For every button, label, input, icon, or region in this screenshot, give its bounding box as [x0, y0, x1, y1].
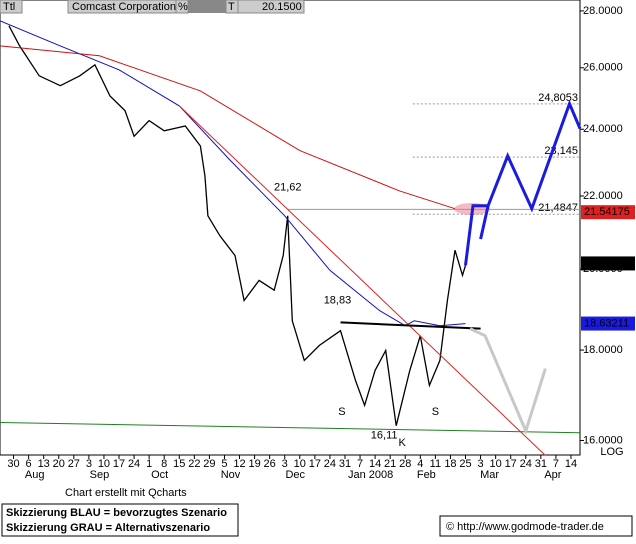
y-tick-label: 28.0000	[583, 5, 623, 17]
company-name: Comcast Corporation	[72, 1, 176, 13]
x-tick-label: 13	[38, 458, 50, 470]
series-line	[469, 327, 547, 436]
price-box	[581, 316, 635, 331]
series-line	[479, 205, 490, 240]
x-tick-label: 27	[68, 458, 80, 470]
x-tick-label: 14	[565, 458, 577, 470]
x-tick-label: 21	[384, 458, 396, 470]
x-tick-label: 18	[444, 458, 456, 470]
annotation: S	[432, 406, 439, 418]
x-tick-label: 31	[535, 458, 547, 470]
series-line	[340, 321, 481, 330]
header-cell	[188, 0, 226, 13]
month-label: Oct	[151, 469, 168, 481]
x-tick-label: 28	[399, 458, 411, 470]
month-label: Apr	[544, 469, 561, 481]
month-label: Sep	[90, 469, 110, 481]
x-tick-label: 15	[173, 458, 185, 470]
price-label: 21.54175	[584, 206, 630, 218]
month-label: Jan 2008	[348, 469, 393, 481]
x-tick-label: 24	[128, 458, 140, 470]
x-tick-label: 3	[282, 458, 288, 470]
header-pct: %	[178, 1, 188, 13]
price-label: 18.63211	[584, 317, 629, 329]
month-label: Aug	[25, 469, 45, 481]
x-tick-label: 29	[203, 458, 215, 470]
url-box	[439, 515, 633, 537]
price-box	[581, 256, 635, 271]
price-box	[581, 205, 635, 220]
header-cell	[0, 0, 23, 14]
y-tick-label: 24.0000	[583, 123, 623, 135]
x-tick-label: 6	[26, 458, 32, 470]
plot-frame	[0, 0, 581, 456]
series-line	[8, 25, 467, 426]
x-tick-label: 30	[7, 458, 19, 470]
resistance-label: 21,62	[274, 181, 302, 193]
x-tick-label: 7	[553, 458, 559, 470]
x-tick-label: 3	[86, 458, 92, 470]
level-label: 21,4847	[538, 202, 578, 214]
legend-box	[1, 503, 239, 537]
url: © http://www.godmode-trader.de	[446, 521, 604, 533]
month-label: Nov	[221, 469, 241, 481]
x-tick-label: 11	[430, 458, 441, 470]
level-label: 23,145	[544, 145, 578, 157]
series-line	[0, 45, 456, 210]
y-tick-label: 22.0000	[583, 190, 623, 202]
annotation: S	[338, 406, 345, 418]
month-label: Dec	[285, 469, 305, 481]
annotation: 16,11	[371, 430, 398, 442]
x-tick-label: 7	[357, 458, 363, 470]
x-tick-label: 17	[113, 458, 125, 470]
month-label: Feb	[417, 469, 436, 481]
x-tick-label: 5	[221, 458, 227, 470]
x-tick-label: 8	[161, 458, 167, 470]
x-tick-label: 1	[146, 458, 152, 470]
series-line	[464, 99, 582, 266]
x-tick-label: 19	[248, 458, 260, 470]
note-grey: Skizzierung GRAU = Alternativszenario	[6, 522, 210, 534]
annotation: K	[399, 437, 407, 449]
x-tick-label: 4	[417, 458, 423, 470]
x-tick-label: 10	[294, 458, 306, 470]
x-tick-label: 22	[188, 458, 200, 470]
series-line	[178, 105, 546, 456]
plot: 28.000026.000024.000022.000020.000018.00…	[0, 5, 635, 481]
x-tick-label: 10	[98, 458, 110, 470]
x-tick-label: 14	[369, 458, 381, 470]
level-label: 24,8053	[538, 92, 578, 104]
series-line	[0, 422, 581, 434]
header-last: 20.1500	[262, 1, 302, 13]
series-line	[0, 20, 466, 327]
y-tick-label: 16.0000	[583, 434, 623, 446]
x-tick-label: 24	[324, 458, 336, 470]
month-label: Mar	[480, 469, 499, 481]
ticker: Ttl	[3, 1, 15, 13]
x-tick-label: 17	[309, 458, 321, 470]
x-tick-label: 3	[478, 458, 484, 470]
x-tick-label: 26	[264, 458, 276, 470]
y-tick-label: 26.0000	[583, 62, 623, 74]
x-tick-label: 17	[505, 458, 517, 470]
y-tick-label: 18.0000	[583, 344, 623, 356]
x-tick-label: 31	[339, 458, 351, 470]
header-t: T	[228, 1, 235, 13]
x-tick-label: 10	[490, 458, 502, 470]
note-blue: Skizzierung BLAU = bevorzugtes Szenario	[6, 507, 227, 519]
header: Ttl Comcast Corporation % T 20.1500	[0, 0, 305, 14]
annotation: 18,83	[324, 294, 352, 306]
x-tick-label: 24	[520, 458, 532, 470]
credit: Chart erstellt mit Qcharts	[65, 487, 187, 499]
header-cell	[237, 0, 305, 14]
x-tick-label: 12	[233, 458, 245, 470]
scale-label: LOG	[600, 446, 623, 458]
price-label: 20.1500	[584, 257, 624, 269]
x-tick-label: 25	[459, 458, 471, 470]
x-tick-label: 20	[53, 458, 65, 470]
